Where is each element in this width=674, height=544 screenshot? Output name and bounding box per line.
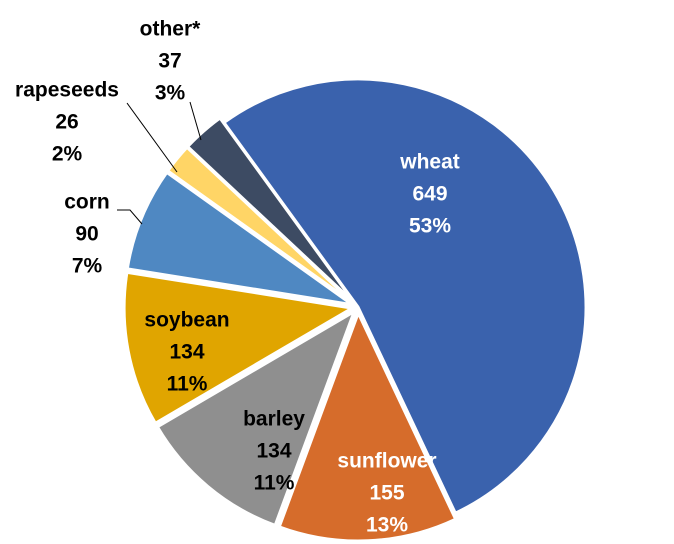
data-label-other-percent: 3%: [155, 82, 186, 105]
data-label-wheat-name: wheat: [399, 151, 460, 174]
data-label-soybean-name: soybean: [144, 309, 229, 332]
leader-line-rapeseeds: [127, 103, 177, 172]
data-label-corn-value: 90: [75, 223, 98, 246]
data-label-barley-value: 134: [256, 440, 291, 463]
data-label-other-value: 37: [158, 50, 181, 73]
data-label-soybean-percent: 11%: [167, 373, 208, 396]
data-label-rapeseeds-value: 26: [55, 111, 78, 134]
data-label-barley-percent: 11%: [254, 472, 295, 495]
data-label-rapeseeds-percent: 2%: [52, 143, 83, 166]
data-label-sunflower-percent: 13%: [366, 514, 408, 537]
data-label-wheat-value: 649: [412, 183, 447, 206]
data-label-rapeseeds-name: rapeseeds: [15, 79, 119, 102]
data-label-soybean-value: 134: [169, 341, 204, 364]
data-label-corn-percent: 7%: [72, 255, 103, 278]
leader-line-other: [190, 102, 201, 140]
data-label-wheat-percent: 53%: [409, 215, 451, 238]
data-label-corn-name: corn: [64, 191, 110, 214]
data-label-sunflower-value: 155: [369, 482, 404, 505]
data-label-barley-name: barley: [243, 408, 305, 431]
leader-line-corn: [117, 210, 142, 224]
data-label-other-name: other*: [140, 18, 202, 41]
data-label-sunflower-name: sunflower: [337, 450, 436, 473]
